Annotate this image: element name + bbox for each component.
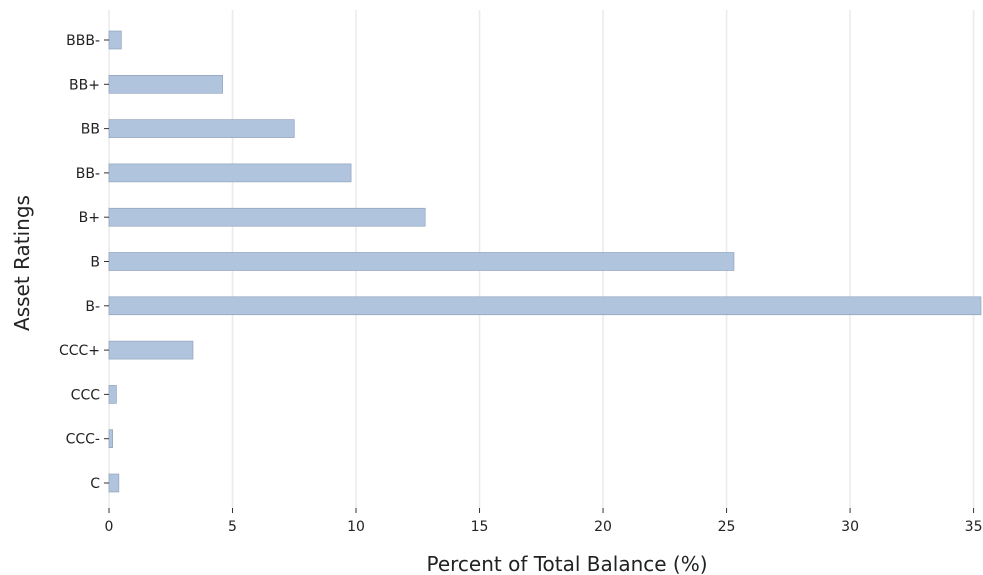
x-tick-label: 0: [105, 519, 114, 535]
x-tick-label: 35: [965, 519, 983, 535]
y-tick-label: CCC: [71, 387, 101, 403]
y-tick-label: C: [90, 476, 100, 492]
bars-layer: [108, 30, 982, 493]
bar: [108, 296, 982, 316]
x-tick-label: 15: [471, 519, 489, 535]
bar: [108, 75, 223, 94]
bar: [108, 207, 426, 227]
bar: [108, 163, 352, 183]
y-tick-label: BB-: [76, 166, 100, 182]
bar: [108, 473, 120, 493]
y-tick-label: B-: [85, 299, 100, 315]
y-tick-label: CCC-: [66, 432, 100, 448]
y-axis-title: Asset Ratings: [10, 195, 34, 331]
y-tick-label: BBB-: [66, 33, 100, 49]
y-tick-label: BB+: [69, 77, 100, 93]
bar: [108, 119, 295, 138]
bar: [108, 30, 122, 50]
x-tick-label: 10: [347, 519, 365, 535]
bar: [108, 385, 117, 404]
y-tick-label: BB: [81, 122, 100, 138]
bar: [108, 429, 114, 449]
y-tick-label: CCC+: [59, 343, 100, 359]
x-tick-label: 5: [228, 519, 237, 535]
bar: [108, 252, 735, 271]
x-tick-label: 30: [841, 519, 859, 535]
x-tick-label: 20: [594, 519, 612, 535]
y-tick-label: B: [90, 255, 100, 271]
x-axis-title: Percent of Total Balance (%): [426, 552, 707, 575]
y-tick-label: B+: [79, 210, 100, 226]
ticks-layer: 0 5 10 15 20 25 30 35BBB-BB+BBBB-B+BB-CCC+CCCCC…: [59, 33, 983, 535]
x-tick-label: 25: [718, 519, 736, 535]
bar: [108, 340, 194, 360]
